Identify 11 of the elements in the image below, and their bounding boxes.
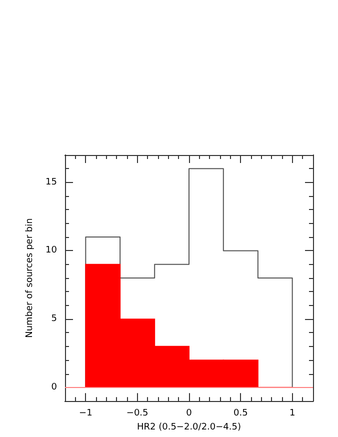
x-axis-title: HR2 (0.5−2.0/2.0−4.5) xyxy=(137,422,241,432)
x-tick-label: −0.5 xyxy=(126,408,148,419)
y-tick-label: 5 xyxy=(51,314,57,324)
y-tick-label: 15 xyxy=(46,177,57,188)
x-tick-label: 0.5 xyxy=(234,408,248,419)
y-axis-title: Number of sources per bin xyxy=(25,218,36,338)
y-tick-label: 10 xyxy=(46,246,58,256)
x-tick-label: −1 xyxy=(79,408,92,419)
x-tick-label: 1 xyxy=(289,408,296,419)
x-tick-label: 0 xyxy=(186,408,192,419)
y-tick-label: 0 xyxy=(51,382,58,392)
